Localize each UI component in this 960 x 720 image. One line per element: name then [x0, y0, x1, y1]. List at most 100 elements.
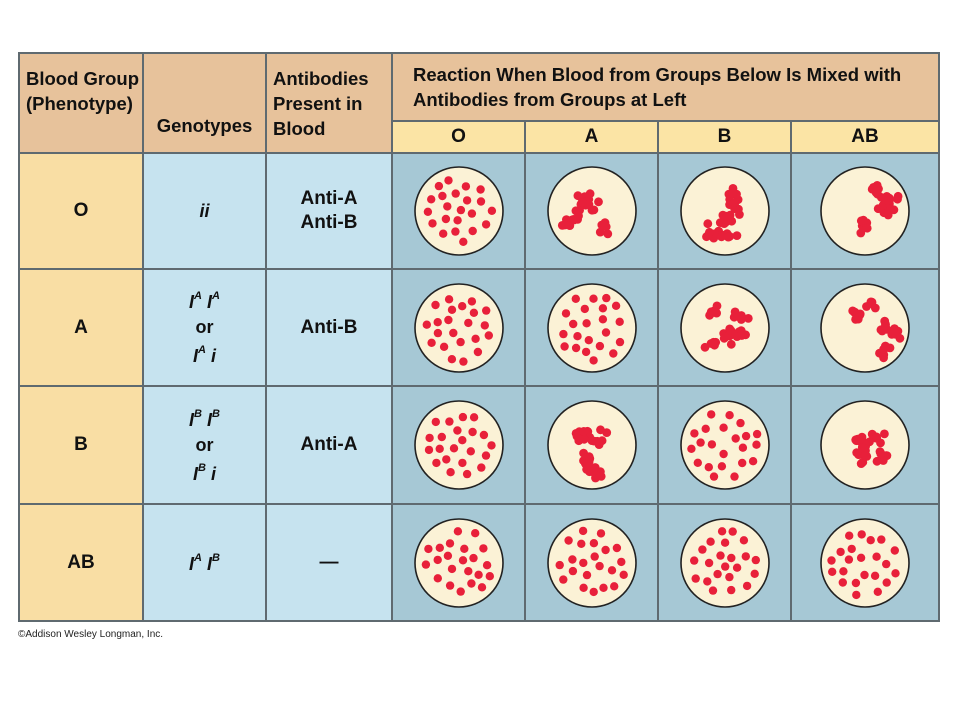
red-blood-cell	[862, 301, 871, 311]
dish-plate	[546, 400, 637, 490]
red-blood-cell	[466, 447, 475, 456]
red-blood-cell	[876, 449, 886, 459]
red-blood-cell	[437, 432, 446, 442]
red-blood-cell	[426, 338, 436, 347]
red-blood-cell	[742, 581, 751, 590]
red-blood-cell	[580, 304, 589, 313]
red-blood-cell	[457, 436, 466, 445]
red-blood-cell	[572, 215, 582, 224]
red-blood-cell	[890, 327, 900, 337]
red-blood-cell	[571, 343, 580, 352]
header-phenotype: Blood Group (Phenotype)	[20, 54, 142, 152]
red-blood-cell	[741, 431, 750, 441]
red-blood-cell	[561, 308, 570, 318]
column-header-a: A	[526, 122, 657, 152]
red-blood-cell	[839, 566, 848, 575]
red-blood-cell	[736, 330, 745, 340]
red-blood-cell	[424, 445, 433, 455]
red-blood-cell	[469, 308, 478, 317]
red-blood-cell	[473, 570, 483, 579]
red-blood-cell	[484, 330, 493, 340]
red-blood-cell	[856, 459, 866, 468]
genotype-or: or	[195, 434, 214, 455]
red-blood-cell	[443, 315, 453, 324]
red-blood-cell	[444, 294, 453, 303]
red-blood-cell	[601, 327, 610, 337]
red-blood-cell	[455, 337, 465, 346]
red-blood-cell	[431, 458, 441, 468]
red-blood-cell	[596, 528, 605, 538]
red-blood-cell	[422, 320, 431, 329]
red-blood-cell	[480, 320, 489, 330]
red-blood-cell	[724, 411, 734, 420]
dish-plate	[679, 400, 770, 490]
red-blood-cell	[435, 543, 444, 552]
red-blood-cell	[571, 294, 580, 303]
red-blood-cell	[739, 535, 748, 544]
red-blood-cell	[447, 564, 456, 573]
red-blood-cell	[608, 348, 617, 358]
reaction-dish-separate	[393, 505, 524, 620]
red-blood-cell	[470, 528, 479, 537]
genotype-cell: IB IB or IB i	[144, 387, 265, 503]
red-blood-cell	[873, 587, 882, 596]
reaction-dish-separate	[393, 270, 524, 385]
red-blood-cell	[704, 463, 713, 472]
red-blood-cell	[828, 567, 837, 576]
red-blood-cell	[704, 558, 713, 567]
red-blood-cell	[872, 552, 881, 561]
red-blood-cell	[447, 305, 456, 314]
red-blood-cell	[709, 340, 719, 350]
red-blood-cell	[838, 577, 847, 587]
red-blood-cell	[750, 569, 759, 578]
red-blood-cell	[726, 339, 736, 349]
dish-plate	[679, 282, 770, 373]
red-blood-cell	[611, 301, 620, 310]
header-genotypes: Genotypes	[144, 54, 265, 152]
red-blood-cell	[717, 462, 726, 471]
red-blood-cell	[438, 229, 447, 238]
red-blood-cell	[434, 181, 443, 191]
antibodies-cell: —	[267, 505, 391, 620]
red-blood-cell	[559, 341, 569, 351]
group-label-ab: AB	[20, 505, 142, 620]
red-blood-cell	[615, 317, 624, 326]
red-blood-cell	[593, 197, 603, 207]
reaction-dish-separate	[659, 387, 790, 503]
red-blood-cell	[445, 580, 454, 590]
red-blood-cell	[693, 458, 702, 467]
red-blood-cell	[852, 590, 861, 599]
red-blood-cell	[844, 554, 854, 564]
genotype-line: IA IB	[189, 552, 220, 574]
dish-plate	[679, 166, 770, 256]
red-blood-cell	[616, 557, 625, 566]
red-blood-cell	[865, 437, 874, 447]
red-blood-cell	[439, 342, 448, 351]
reaction-dish-separate	[393, 154, 524, 268]
column-header-b: B	[659, 122, 790, 152]
red-blood-cell	[891, 568, 900, 577]
red-blood-cell	[612, 543, 621, 552]
genotype-line: IA i	[193, 344, 216, 366]
red-blood-cell	[481, 305, 490, 315]
red-blood-cell	[735, 418, 745, 428]
red-blood-cell	[882, 559, 891, 568]
red-blood-cell	[601, 428, 611, 437]
red-blood-cell	[470, 334, 480, 343]
red-blood-cell	[582, 570, 591, 579]
red-blood-cell	[732, 231, 741, 240]
red-blood-cell	[467, 209, 476, 218]
red-blood-cell	[705, 537, 715, 546]
red-blood-cell	[475, 185, 485, 194]
red-blood-cell	[468, 226, 477, 236]
red-blood-cell	[717, 526, 726, 535]
antibody-label: —	[319, 551, 339, 573]
red-blood-cell	[590, 551, 599, 561]
red-blood-cell	[558, 574, 567, 584]
red-blood-cell	[487, 206, 496, 215]
red-blood-cell	[478, 543, 488, 553]
red-blood-cell	[423, 207, 432, 216]
red-blood-cell	[862, 223, 872, 233]
red-blood-cell	[578, 526, 587, 535]
red-blood-cell	[431, 417, 440, 427]
